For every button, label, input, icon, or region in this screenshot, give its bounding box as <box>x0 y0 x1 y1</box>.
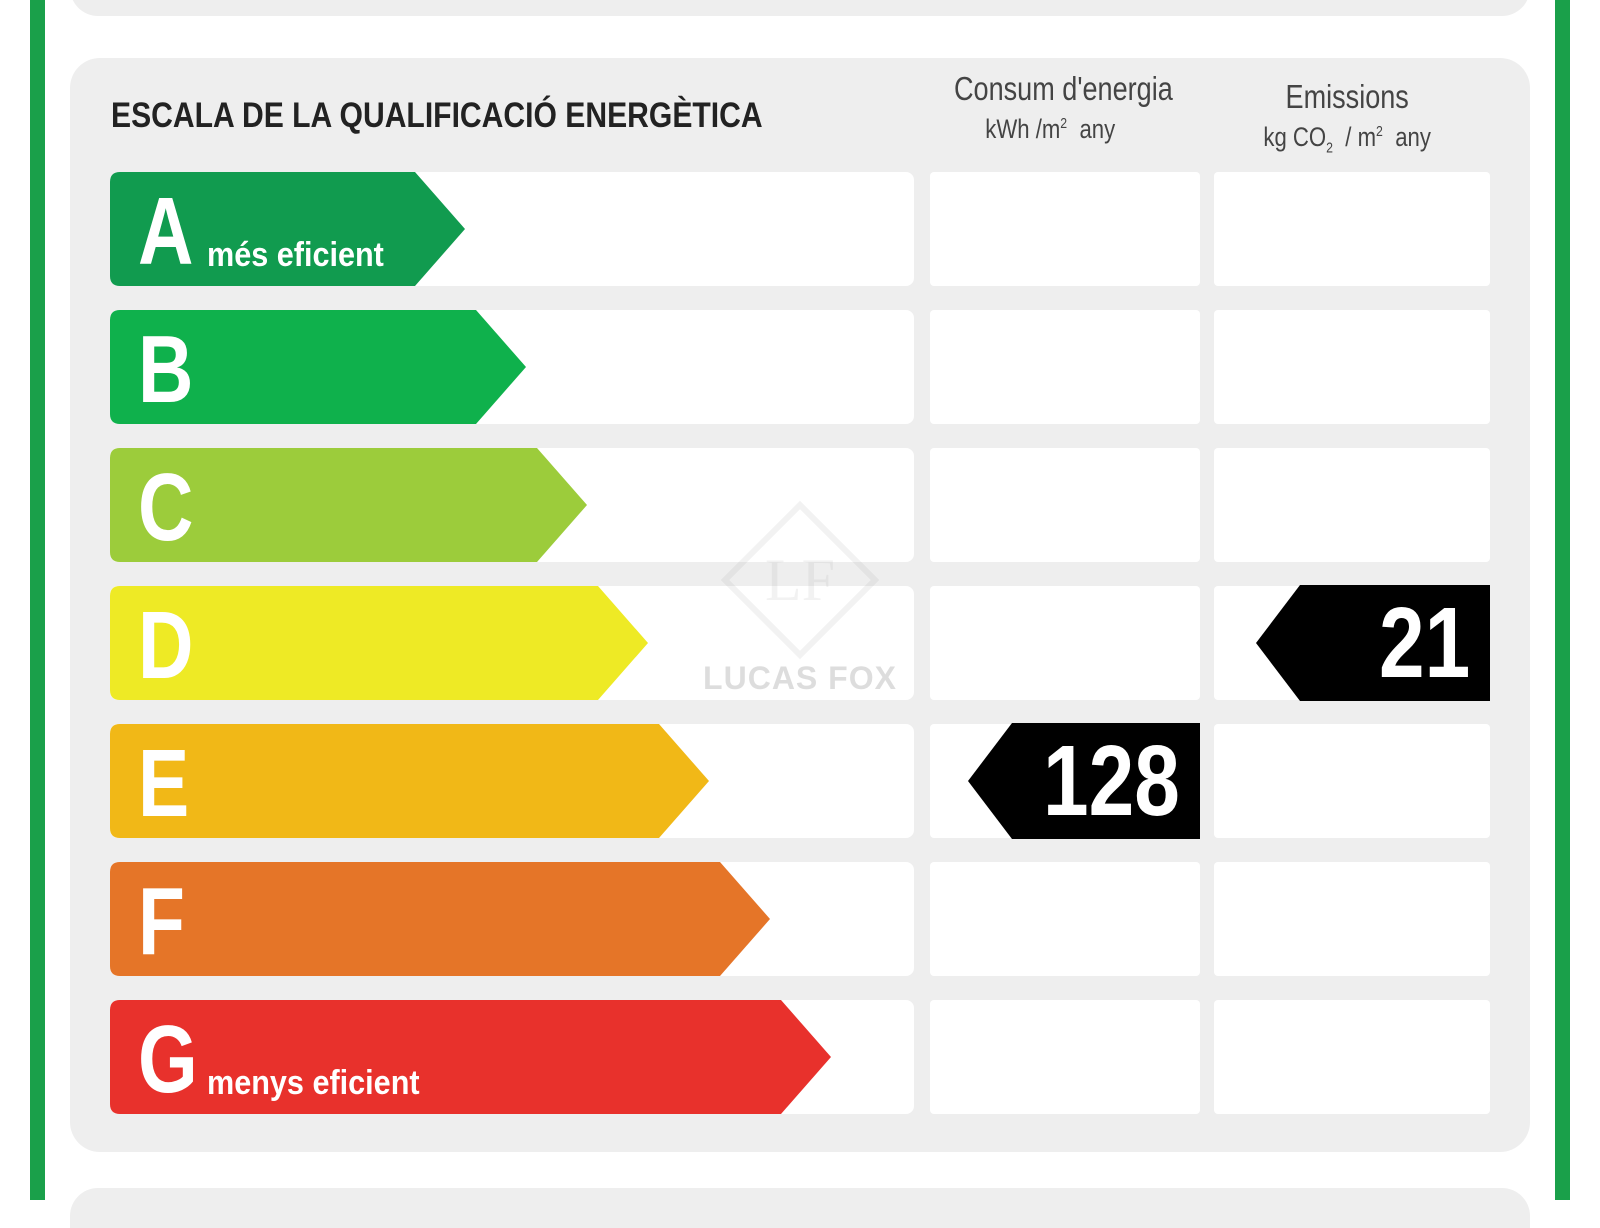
watermark-text: LUCAS FOX <box>703 660 897 696</box>
energy-column-label: Consum d'energia <box>954 70 1173 107</box>
energy-cell-c <box>930 448 1200 562</box>
class-letter-b: B <box>138 316 194 423</box>
watermark-logo-icon: LF <box>720 500 880 660</box>
class-arrow-a <box>110 172 467 286</box>
energy-column-unit: kWh /m2 any <box>985 114 1115 144</box>
emissions-cell-e <box>1214 724 1490 838</box>
energy-cell-d <box>930 586 1200 700</box>
energy-rating-pointer: 128 <box>968 723 1200 839</box>
class-arrow-g <box>110 1000 833 1114</box>
class-letter-e: E <box>138 730 190 837</box>
scale-title: ESCALA DE LA QUALIFICACIÓ ENERGÈTICA <box>111 96 763 135</box>
emissions-column-unit: kg CO2 / m2 any <box>1263 122 1431 157</box>
emissions-cell-a <box>1214 172 1490 286</box>
class-note-a: més eficient <box>207 236 384 274</box>
emissions-cell-c <box>1214 448 1490 562</box>
energy-cell-g <box>930 1000 1200 1114</box>
frame-right-border <box>1555 0 1570 1200</box>
frame-left-border <box>30 0 45 1200</box>
emissions-rating-pointer: 21 <box>1256 585 1490 701</box>
class-arrow-c <box>110 448 589 562</box>
class-letter-f: F <box>138 868 185 975</box>
class-arrow-e <box>110 724 711 838</box>
energy-cell-b <box>930 310 1200 424</box>
class-letter-d: D <box>138 592 194 699</box>
svg-text:LF: LF <box>765 547 835 613</box>
energy-cell-f <box>930 862 1200 976</box>
class-letter-a: A <box>138 178 194 285</box>
class-letter-c: C <box>138 454 194 561</box>
emissions-rating-value: 21 <box>1378 587 1470 699</box>
class-arrow-f <box>110 862 772 976</box>
class-letter-g: G <box>138 1006 198 1113</box>
emissions-cell-b <box>1214 310 1490 424</box>
energy-cell-a <box>930 172 1200 286</box>
class-note-g: menys eficient <box>207 1064 420 1102</box>
top-panel <box>70 0 1530 16</box>
emissions-cell-g <box>1214 1000 1490 1114</box>
energy-rating-value: 128 <box>1043 725 1180 837</box>
class-arrow-d <box>110 586 650 700</box>
emissions-cell-f <box>1214 862 1490 976</box>
energy-column-header: Consum d'energia kWh /m2 any <box>930 70 1173 145</box>
emissions-column-label: Emissions <box>1285 78 1409 115</box>
emissions-column-header: Emissions kg CO2 / m2 any <box>1212 78 1482 156</box>
bottom-panel <box>70 1188 1530 1228</box>
class-arrow-b <box>110 310 528 424</box>
